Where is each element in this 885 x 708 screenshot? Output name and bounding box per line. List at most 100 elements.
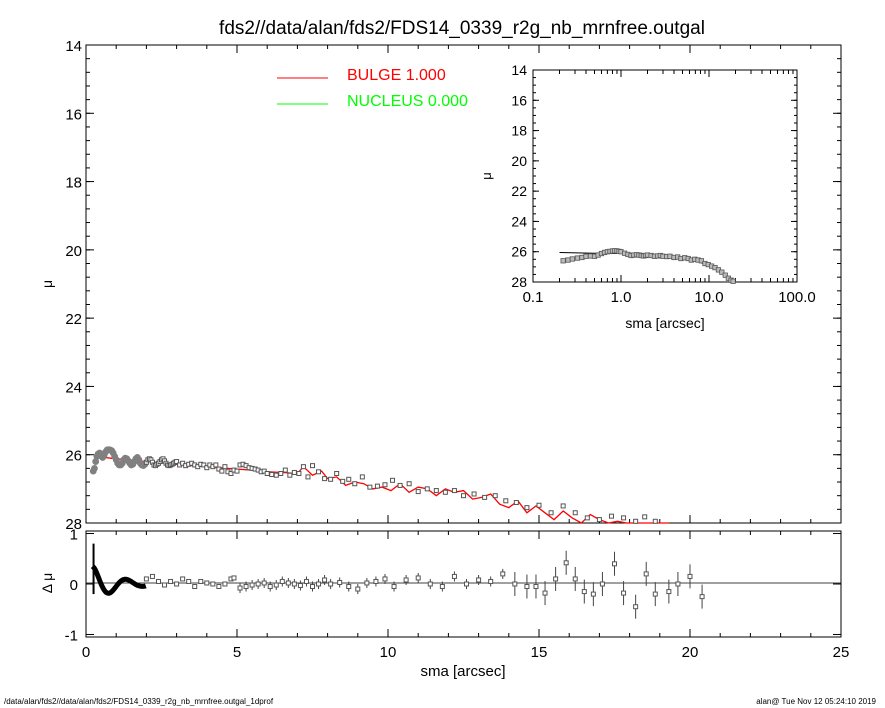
inset-data-point bbox=[583, 253, 589, 259]
residual-point bbox=[488, 578, 494, 584]
inset-x-tick-label: 0.1 bbox=[523, 289, 544, 306]
residual-point bbox=[621, 590, 627, 596]
residual-points bbox=[143, 550, 705, 619]
residual-point bbox=[149, 573, 155, 579]
residual-point bbox=[174, 581, 180, 587]
main-data-point bbox=[91, 464, 98, 472]
main-data-point bbox=[548, 510, 554, 516]
main-y-tick-label: 18 bbox=[65, 175, 82, 192]
main-data-point bbox=[269, 472, 275, 478]
main-y-tick-label: 22 bbox=[65, 311, 82, 328]
main-data-point bbox=[652, 518, 658, 524]
residual-point bbox=[279, 578, 285, 584]
residual-point bbox=[542, 590, 548, 596]
main-data-point bbox=[174, 459, 180, 465]
main-data-point bbox=[513, 500, 519, 506]
residual-point bbox=[337, 579, 343, 585]
main-data-point bbox=[300, 464, 306, 470]
inset-y-tick-label: 18 bbox=[511, 123, 527, 139]
residual-point bbox=[451, 573, 457, 579]
main-data-point bbox=[359, 474, 365, 480]
main-data-point bbox=[92, 458, 100, 465]
main-data-point bbox=[234, 468, 240, 474]
residual-point bbox=[533, 584, 539, 590]
residual-point bbox=[310, 584, 315, 590]
main-data-point bbox=[305, 474, 311, 480]
residual-point bbox=[192, 584, 198, 590]
residual-point bbox=[553, 576, 559, 582]
inset-x-tick-label: 1.0 bbox=[611, 289, 632, 306]
residual-point bbox=[328, 581, 334, 587]
residual-point bbox=[231, 575, 237, 581]
inset-x-tick-labels: 0.1 1.0 10.0 100.0 bbox=[523, 289, 816, 306]
main-data-point bbox=[204, 465, 210, 471]
residual-point bbox=[476, 577, 482, 583]
inset-y-tick-label: 26 bbox=[511, 244, 527, 260]
inset-data-points bbox=[560, 248, 736, 284]
residual-point bbox=[687, 573, 693, 579]
inset-data-point bbox=[560, 258, 566, 264]
inset-y-axis-label: μ bbox=[479, 172, 494, 180]
main-y-tick-label: 28 bbox=[65, 516, 82, 533]
residual-band-path bbox=[90, 564, 147, 596]
residual-point bbox=[427, 581, 433, 587]
inset-axis-ticks bbox=[532, 69, 798, 283]
residual-point bbox=[162, 582, 168, 588]
residual-point bbox=[322, 577, 328, 583]
main-data-point bbox=[367, 484, 373, 490]
residual-point bbox=[273, 582, 279, 588]
residual-point bbox=[255, 581, 261, 587]
residual-point bbox=[652, 591, 658, 597]
residual-point bbox=[204, 580, 210, 586]
x-tick-label: 0 bbox=[82, 644, 90, 661]
residual-y-tick-label: 0 bbox=[70, 577, 78, 594]
footer-right-stamp: alan@ Tue Nov 12 05:24:10 2019 bbox=[756, 697, 876, 706]
inset-data-point bbox=[569, 256, 575, 262]
inset-y-tick-label: 14 bbox=[511, 62, 527, 78]
main-data-points bbox=[89, 446, 658, 524]
main-data-point bbox=[596, 517, 602, 523]
legend-bulge-label: BULGE 1.000 bbox=[347, 67, 446, 84]
main-data-point bbox=[536, 502, 542, 508]
residual-point bbox=[675, 581, 681, 587]
main-y-axis-label: μ bbox=[39, 280, 55, 288]
inset-x-tick-label: 100.0 bbox=[778, 289, 816, 306]
residual-point bbox=[249, 582, 255, 588]
main-data-point bbox=[406, 481, 412, 487]
main-y-tick-label: 16 bbox=[65, 106, 82, 123]
footer-left-path: /data/alan/fds2//data/alan/fds2/FDS14_03… bbox=[4, 697, 274, 706]
residual-point bbox=[303, 578, 309, 584]
main-data-point bbox=[291, 469, 297, 475]
x-tick-label: 20 bbox=[682, 644, 699, 661]
residual-point bbox=[512, 581, 518, 587]
figure-title: fds2//data/alan/fds2/FDS14_0339_r2g_nb_m… bbox=[219, 18, 705, 39]
main-y-tick-label: 14 bbox=[65, 38, 82, 55]
main-data-point bbox=[451, 488, 457, 494]
residual-y-tick-labels: 1 0 -1 bbox=[65, 527, 78, 645]
residual-point bbox=[382, 576, 388, 582]
residual-point bbox=[364, 580, 370, 586]
residual-point bbox=[633, 604, 639, 610]
inset-y-tick-label: 24 bbox=[511, 213, 527, 229]
main-data-point bbox=[442, 489, 448, 495]
residual-point bbox=[186, 578, 192, 584]
residual-point bbox=[403, 577, 409, 583]
residual-point bbox=[297, 583, 303, 589]
main-y-tick-label: 24 bbox=[65, 379, 82, 396]
residual-point bbox=[524, 584, 530, 590]
main-data-point bbox=[524, 505, 530, 511]
main-data-point bbox=[374, 483, 380, 489]
residual-point bbox=[222, 581, 228, 587]
residual-point bbox=[291, 581, 297, 587]
inset-x-tick-label: 10.0 bbox=[694, 289, 723, 306]
main-data-point bbox=[322, 476, 328, 482]
main-data-point bbox=[503, 498, 509, 504]
residual-point bbox=[210, 581, 216, 587]
residual-point bbox=[666, 589, 672, 595]
main-data-point bbox=[633, 518, 639, 524]
residual-point bbox=[699, 594, 705, 600]
main-data-point bbox=[213, 462, 219, 468]
main-data-point bbox=[334, 470, 340, 476]
inset-y-tick-label: 28 bbox=[511, 274, 527, 290]
